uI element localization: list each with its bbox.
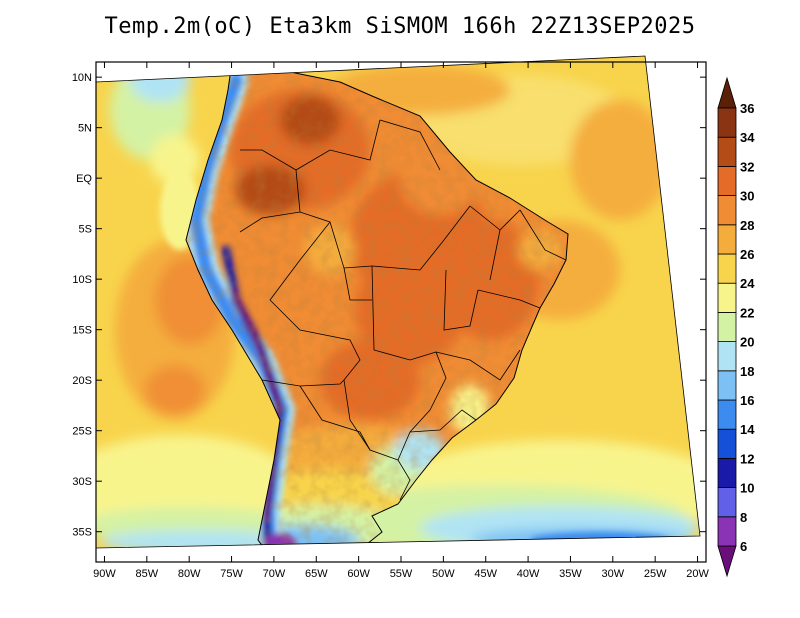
colorbar-label: 32 <box>740 159 754 174</box>
colorbar-segment <box>717 282 737 313</box>
colorbar-segment <box>717 311 737 342</box>
colorbar-top-arrow <box>717 76 737 109</box>
lon-label: 30W <box>601 568 624 580</box>
lat-label: 10N <box>72 72 92 84</box>
country-borders <box>185 61 569 548</box>
colorbar-label: 34 <box>740 130 755 145</box>
colorbar-segment <box>717 136 737 167</box>
lon-label: 70W <box>263 568 286 580</box>
colorbar-label: 12 <box>740 451 754 466</box>
lon-label: 45W <box>474 568 497 580</box>
lon-label: 90W <box>93 568 116 580</box>
colorbar-segment <box>717 457 737 488</box>
lat-label: 35S <box>72 527 92 539</box>
colorbar-segment <box>717 224 737 255</box>
colorbar-segment <box>717 341 737 372</box>
colorbar-label: 20 <box>740 335 754 350</box>
colorbar-segment <box>717 107 737 138</box>
map-title: Temp.2m(oC) Eta3km SiSMOM 166h 22Z13SEP2… <box>104 14 696 39</box>
colorbar: 6 8 10 12 14 16 18 20 22 24 26 28 30 32 34 36 <box>717 76 755 578</box>
colorbar-label: 16 <box>740 393 754 408</box>
colorbar-segment <box>717 399 737 430</box>
colorbar-label: 36 <box>740 101 754 116</box>
colorbar-label: 26 <box>740 247 754 262</box>
colorbar-label: 24 <box>740 276 755 291</box>
lat-label: 5S <box>79 224 92 236</box>
colorbar-segment <box>717 165 737 196</box>
colorbar-label: 30 <box>740 189 754 204</box>
colorbar-label: 8 <box>740 510 747 525</box>
lon-label: 25W <box>644 568 667 580</box>
colorbar-label: 6 <box>740 539 747 554</box>
colorbar-label: 22 <box>740 305 754 320</box>
lon-label: 40W <box>517 568 540 580</box>
colorbar-segment <box>717 428 737 459</box>
colorbar-label: 14 <box>740 422 755 437</box>
colorbar-segment <box>717 370 737 401</box>
lon-label: 80W <box>178 568 201 580</box>
lon-label: 60W <box>347 568 370 580</box>
lat-label: 25S <box>72 426 92 438</box>
colorbar-label: 18 <box>740 364 754 379</box>
lat-label: 20S <box>72 375 92 387</box>
lon-label: 75W <box>220 568 243 580</box>
lon-label: 50W <box>432 568 455 580</box>
lon-label: 35W <box>559 568 582 580</box>
colorbar-segment <box>717 516 737 547</box>
lat-label: 5N <box>78 123 92 135</box>
colorbar-segment <box>717 487 737 518</box>
colorbar-label: 28 <box>740 218 754 233</box>
colorbar-segment <box>717 253 737 284</box>
lon-label: 85W <box>136 568 159 580</box>
map-axes: 10N 5N EQ 5S 10S 15S 20S 25S 30S 35S 90W 85W 80W 75W 7… <box>72 62 709 580</box>
lon-label: 20W <box>686 568 709 580</box>
lat-label: 15S <box>72 325 92 337</box>
colorbar-segment <box>717 195 737 226</box>
lat-label: 10S <box>72 274 92 286</box>
lon-label: 65W <box>305 568 328 580</box>
colorbar-label: 10 <box>740 481 754 496</box>
lon-label: 55W <box>390 568 413 580</box>
colorbar-bottom-arrow <box>717 545 737 578</box>
lat-label: 30S <box>72 476 92 488</box>
temperature-field <box>96 56 700 548</box>
lat-label: EQ <box>76 173 92 185</box>
